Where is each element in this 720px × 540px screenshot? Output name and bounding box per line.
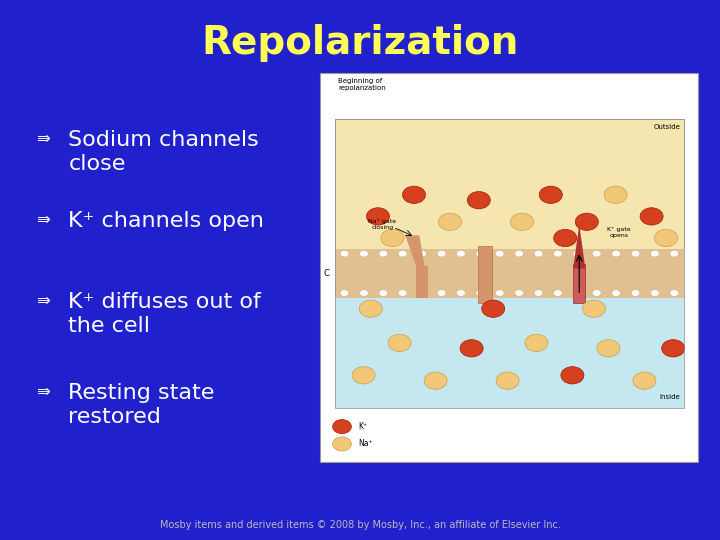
Circle shape bbox=[515, 290, 523, 296]
Text: Mosby items and derived items © 2008 by Mosby, Inc., an affiliate of Elsevier In: Mosby items and derived items © 2008 by … bbox=[160, 520, 560, 530]
Text: C: C bbox=[324, 269, 330, 278]
Circle shape bbox=[359, 300, 382, 318]
Text: Resting state
restored: Resting state restored bbox=[68, 383, 215, 427]
Circle shape bbox=[398, 290, 407, 296]
FancyBboxPatch shape bbox=[335, 249, 684, 298]
Circle shape bbox=[437, 290, 446, 296]
Circle shape bbox=[418, 251, 426, 257]
Circle shape bbox=[467, 192, 490, 209]
Circle shape bbox=[573, 290, 582, 296]
Circle shape bbox=[575, 213, 598, 231]
Circle shape bbox=[460, 340, 483, 357]
Circle shape bbox=[482, 300, 505, 318]
Circle shape bbox=[662, 340, 685, 357]
Circle shape bbox=[495, 290, 504, 296]
Circle shape bbox=[670, 290, 679, 296]
Circle shape bbox=[418, 290, 426, 296]
Circle shape bbox=[379, 251, 387, 257]
Circle shape bbox=[340, 251, 348, 257]
Circle shape bbox=[456, 251, 465, 257]
Polygon shape bbox=[573, 225, 585, 268]
Text: Outside: Outside bbox=[654, 124, 680, 130]
FancyBboxPatch shape bbox=[573, 264, 585, 303]
Text: Beginning of
repolanzation: Beginning of repolanzation bbox=[338, 78, 386, 91]
FancyBboxPatch shape bbox=[335, 298, 684, 408]
Circle shape bbox=[612, 290, 621, 296]
Text: ⇛: ⇛ bbox=[36, 292, 50, 309]
Circle shape bbox=[398, 251, 407, 257]
Circle shape bbox=[633, 372, 656, 389]
Circle shape bbox=[495, 251, 504, 257]
Circle shape bbox=[539, 186, 562, 204]
Text: K⁺ diffuses out of
the cell: K⁺ diffuses out of the cell bbox=[68, 292, 261, 335]
Circle shape bbox=[496, 372, 519, 389]
Text: ⇛: ⇛ bbox=[36, 211, 50, 228]
FancyBboxPatch shape bbox=[335, 119, 684, 249]
Circle shape bbox=[437, 251, 446, 257]
Polygon shape bbox=[405, 235, 425, 267]
Circle shape bbox=[593, 290, 601, 296]
Text: Sodium channels
close: Sodium channels close bbox=[68, 130, 259, 173]
Circle shape bbox=[424, 372, 447, 389]
FancyBboxPatch shape bbox=[320, 73, 698, 462]
Circle shape bbox=[573, 251, 582, 257]
Circle shape bbox=[359, 251, 368, 257]
Circle shape bbox=[381, 230, 404, 247]
Circle shape bbox=[476, 290, 485, 296]
Circle shape bbox=[554, 251, 562, 257]
Text: Na⁺ gate
closing: Na⁺ gate closing bbox=[369, 219, 397, 230]
FancyBboxPatch shape bbox=[478, 246, 492, 303]
Circle shape bbox=[651, 290, 660, 296]
Circle shape bbox=[631, 251, 640, 257]
Circle shape bbox=[340, 290, 348, 296]
Circle shape bbox=[534, 251, 543, 257]
Circle shape bbox=[359, 290, 368, 296]
Text: Na⁺: Na⁺ bbox=[358, 440, 372, 448]
Circle shape bbox=[379, 290, 387, 296]
Circle shape bbox=[456, 290, 465, 296]
Circle shape bbox=[582, 300, 606, 318]
Text: ⇛: ⇛ bbox=[36, 383, 50, 401]
Circle shape bbox=[593, 251, 601, 257]
Circle shape bbox=[515, 251, 523, 257]
Circle shape bbox=[631, 290, 640, 296]
Circle shape bbox=[333, 437, 351, 451]
Circle shape bbox=[554, 230, 577, 247]
Circle shape bbox=[597, 340, 620, 357]
Circle shape bbox=[388, 334, 411, 352]
Circle shape bbox=[534, 290, 543, 296]
Circle shape bbox=[651, 251, 660, 257]
Text: Repolarization: Repolarization bbox=[202, 24, 518, 62]
Text: ⇛: ⇛ bbox=[36, 130, 50, 147]
Circle shape bbox=[612, 251, 621, 257]
Circle shape bbox=[654, 230, 678, 247]
Circle shape bbox=[438, 213, 462, 231]
Circle shape bbox=[352, 367, 375, 384]
Circle shape bbox=[510, 213, 534, 231]
Text: K⁺ channels open: K⁺ channels open bbox=[68, 211, 264, 231]
Circle shape bbox=[525, 334, 548, 352]
Circle shape bbox=[640, 208, 663, 225]
Text: K⁺ gate
opens: K⁺ gate opens bbox=[607, 227, 631, 238]
Circle shape bbox=[561, 367, 584, 384]
Circle shape bbox=[604, 186, 627, 204]
FancyBboxPatch shape bbox=[416, 266, 428, 298]
Circle shape bbox=[670, 251, 679, 257]
Circle shape bbox=[402, 186, 426, 204]
Circle shape bbox=[554, 290, 562, 296]
Circle shape bbox=[476, 251, 485, 257]
Text: K⁺: K⁺ bbox=[358, 422, 367, 431]
Circle shape bbox=[333, 420, 351, 434]
Circle shape bbox=[366, 208, 390, 225]
Text: Inside: Inside bbox=[660, 394, 680, 400]
